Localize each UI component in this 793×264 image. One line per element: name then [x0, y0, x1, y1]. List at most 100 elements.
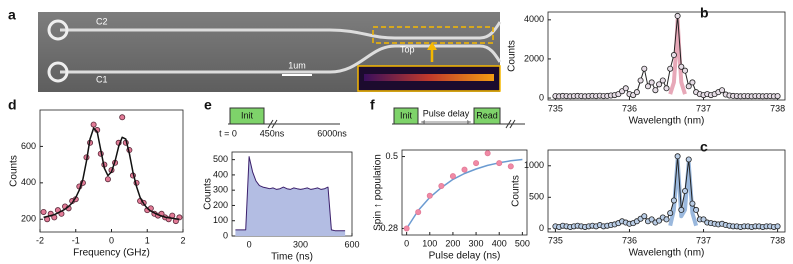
data-point [415, 209, 422, 216]
data-point [403, 225, 410, 232]
y-axis-title: Counts [203, 178, 214, 210]
y-tick-label: 0 [539, 92, 544, 102]
x-tick-label: 737 [696, 103, 711, 113]
x-tick-label: 100 [422, 238, 437, 248]
x-tick-label: 0 [247, 239, 252, 249]
data-point [622, 85, 629, 92]
x-tick-label: 738 [770, 103, 785, 113]
y-tick-label: 400 [213, 169, 228, 179]
pulse-block: Read [476, 110, 498, 120]
x-tick-label: 1 [145, 235, 150, 245]
pulse-sequence [392, 107, 525, 129]
y-axis-title: Counts [507, 40, 518, 72]
x-tick-label: 0 [404, 238, 409, 248]
data-point [648, 216, 655, 223]
data-point [774, 223, 781, 230]
data-point [438, 182, 445, 189]
data-point [648, 79, 655, 86]
x-tick-label: 735 [548, 103, 563, 113]
data-point [685, 156, 692, 163]
data-point [449, 173, 456, 180]
sem-label: C1 [96, 74, 108, 84]
x-axis-title: Pulse delay (ns) [429, 251, 501, 262]
panel-label: d [8, 97, 17, 113]
x-axis-title: Wavelength (nm) [629, 248, 705, 259]
y-axis-title: Counts [9, 155, 20, 187]
data-point [473, 160, 480, 167]
x-tick-label: -1 [72, 235, 80, 245]
x-tick-label: 500 [515, 238, 530, 248]
data-point [484, 150, 491, 157]
y-tick-label: 2000 [524, 53, 544, 63]
data-point [461, 166, 468, 173]
data-point [774, 93, 781, 100]
data-point [685, 83, 692, 90]
x-tick-label: 300 [469, 238, 484, 248]
data-point [637, 77, 644, 84]
line [555, 15, 778, 97]
data-point [719, 87, 726, 94]
x-tick-label: -2 [36, 235, 44, 245]
data-point [682, 67, 689, 74]
pulse-label: 450ns [260, 128, 285, 138]
y-tick-label: 600 [21, 141, 36, 151]
pulse-label: 6000ns [317, 128, 347, 138]
x-axis-title: Wavelength (nm) [629, 116, 705, 127]
x-axis-title: Frequency (GHz) [73, 248, 150, 259]
data-point [426, 192, 433, 199]
data-point [678, 63, 685, 70]
y-tick-label: 400 [21, 177, 36, 187]
panel-label: c [700, 139, 708, 155]
x-tick-label: 300 [293, 239, 308, 249]
x-tick-label: 2 [180, 235, 185, 245]
data-point [119, 114, 126, 121]
pulse-sequence [228, 107, 340, 129]
data-point [700, 216, 707, 223]
data-point [90, 121, 97, 128]
pulse-label: Pulse delay [423, 108, 470, 118]
y-axis-title: Counts [511, 175, 522, 207]
x-tick-label: 0 [109, 235, 114, 245]
y-tick-label: 100 [213, 215, 228, 225]
x-tick-label: 400 [492, 238, 507, 248]
data-point [663, 85, 670, 92]
data-point [656, 81, 663, 88]
panel-label: e [204, 97, 212, 113]
pulse-block: Init [400, 110, 413, 120]
data-point [641, 213, 648, 220]
sem-label: C2 [96, 16, 108, 26]
x-tick-label: 200 [445, 238, 460, 248]
area [235, 156, 346, 236]
pulse-label: t = 0 [219, 128, 237, 138]
data-point [682, 187, 689, 194]
x-tick-label: 600 [344, 239, 359, 249]
data-point [104, 176, 111, 183]
pulse-block: Init [241, 110, 254, 120]
data-point [667, 210, 674, 217]
data-point [689, 79, 696, 86]
line [43, 127, 180, 221]
y-tick-label: 4000 [524, 14, 544, 24]
plot-frame [547, 149, 786, 233]
y-tick-label: 0.28 [380, 223, 398, 233]
y-axis-title: Spin ↑ population [373, 154, 384, 231]
data-point [674, 12, 681, 19]
y-tick-label: 0 [539, 223, 544, 233]
plot-frame [547, 11, 786, 101]
y-tick-label: 500 [213, 154, 228, 164]
x-tick-label: 738 [770, 235, 785, 245]
data-point [663, 216, 670, 223]
data-point [633, 89, 640, 96]
y-tick-label: 500 [529, 192, 544, 202]
x-axis-title: Time (ns) [271, 252, 313, 263]
y-tick-label: 0 [223, 230, 228, 240]
y-tick-label: 1000 [524, 160, 544, 170]
x-tick-label: 736 [622, 235, 637, 245]
panel-label: a [8, 7, 16, 23]
panel-label: b [700, 5, 709, 21]
data-point [674, 153, 681, 160]
plot-frame [401, 149, 528, 236]
data-point [667, 65, 674, 72]
data-point [689, 200, 696, 207]
y-tick-label: 300 [213, 185, 228, 195]
